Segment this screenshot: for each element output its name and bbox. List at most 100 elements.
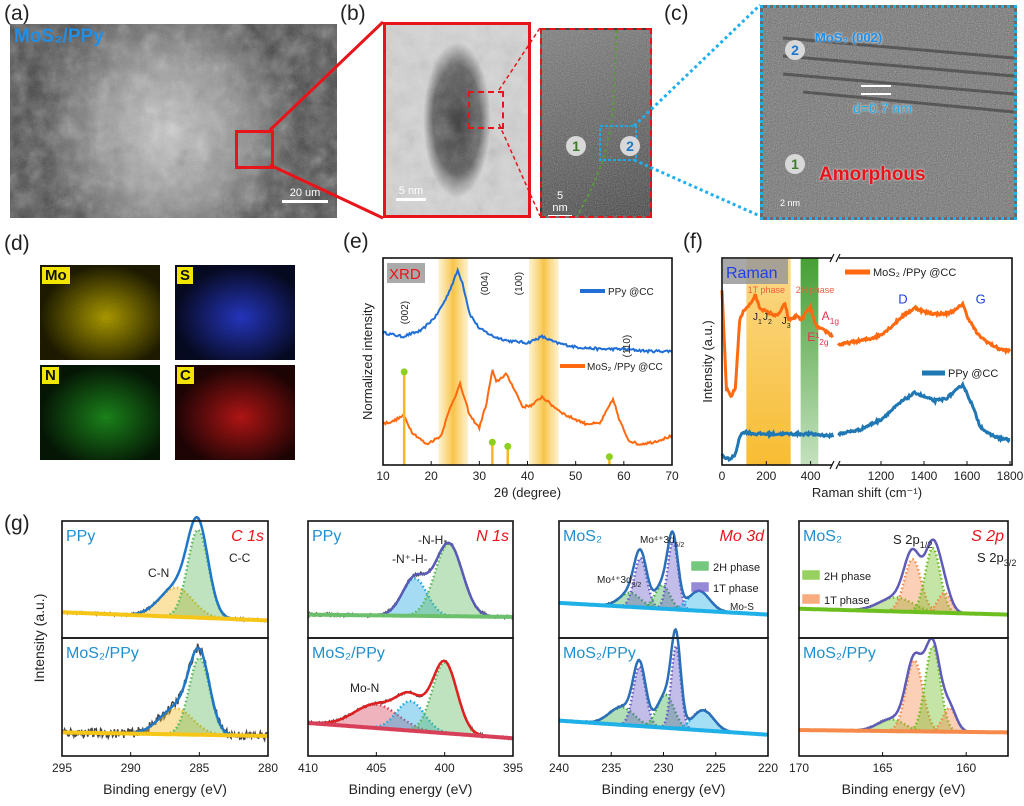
x-tick-label: 1800 bbox=[997, 469, 1024, 483]
x-tick-label: 10 bbox=[376, 469, 390, 483]
xrd-series-1 bbox=[382, 369, 673, 447]
sample-label-text: PPy bbox=[312, 528, 341, 545]
peak-label: Mo⁴⁺3d3/2 bbox=[597, 575, 641, 589]
fit-component-curve bbox=[799, 659, 1008, 734]
peak-label-text: Mo⁴⁺3d bbox=[597, 575, 632, 586]
fit-baseline bbox=[558, 718, 769, 737]
peak-label-text: -N-H- bbox=[418, 533, 447, 547]
x-tick-label-text: 225 bbox=[706, 761, 726, 775]
x-tick-label: 0 bbox=[719, 469, 726, 483]
peak-label-text: E¹ bbox=[807, 330, 819, 344]
peak-label: C-C bbox=[229, 551, 251, 565]
sample-label: MoS₂ bbox=[803, 528, 842, 545]
peak-label-text: S 2p bbox=[893, 532, 920, 547]
x-tick-label-text: 20 bbox=[424, 469, 438, 483]
peak-label-subscript: 1g bbox=[830, 316, 840, 326]
legend-label-text: PPy @CC bbox=[608, 287, 654, 298]
fit-component-fill bbox=[799, 660, 1008, 733]
fit-component-fill bbox=[62, 587, 268, 621]
x-tick-label: 200 bbox=[756, 469, 776, 483]
peak-label-subscript: 2g bbox=[819, 337, 829, 347]
eds-map-s: S bbox=[175, 265, 295, 360]
hkl-label: (002) bbox=[400, 301, 411, 324]
legend-label-text: 2H phase bbox=[824, 571, 871, 583]
x-tick-label-text: 30 bbox=[473, 469, 487, 483]
peak-label-text: J bbox=[753, 312, 758, 323]
x-tick-label-text: 285 bbox=[189, 761, 209, 775]
x-tick-label-text: 1800 bbox=[997, 469, 1024, 483]
fit-baseline bbox=[62, 730, 268, 738]
x-tick-label-text: 405 bbox=[366, 761, 386, 775]
x-tick-label-text: 0 bbox=[719, 469, 726, 483]
raman-plot-frame bbox=[721, 257, 1013, 466]
x-axis-label-text: 2θ (degree) bbox=[494, 485, 561, 500]
raman-series-1 bbox=[837, 380, 1011, 444]
panel-label-g: (g) bbox=[4, 512, 30, 535]
legend-label-text: 1T phase bbox=[824, 595, 870, 607]
hkl-label: (100) bbox=[514, 272, 525, 295]
legend-label-text: MoS₂ /PPy @CC bbox=[587, 362, 663, 373]
x-tick-label-text: 235 bbox=[601, 761, 621, 775]
x-tick-label: 290 bbox=[121, 761, 141, 775]
x-tick-label-text: 40 bbox=[521, 469, 535, 483]
legend-label-text: PPy @CC bbox=[948, 368, 998, 380]
legend-swatch bbox=[691, 561, 709, 571]
x-tick-label-text: 1400 bbox=[911, 469, 938, 483]
peak-label-text: Mo-N bbox=[350, 681, 379, 695]
x-tick-label: 395 bbox=[503, 761, 523, 775]
axis-break bbox=[832, 461, 839, 469]
x-tick-label-text: 70 bbox=[665, 469, 679, 483]
fit-component-fill bbox=[559, 694, 768, 735]
fit-baseline bbox=[308, 612, 513, 619]
eds-map-mo: Mo bbox=[40, 265, 160, 360]
x-tick-label-text: 410 bbox=[298, 761, 318, 775]
x-axis-label: Raman shift (cm⁻¹) bbox=[812, 485, 922, 500]
x-tick-label-text: 295 bbox=[52, 761, 72, 775]
element-tag: S bbox=[177, 267, 194, 284]
connector-line bbox=[633, 158, 761, 218]
lattice-plane-label: MoS₂ (002) bbox=[815, 30, 883, 45]
peak-label-subscript: 1 bbox=[758, 319, 762, 326]
xps-subplot-frame bbox=[307, 637, 514, 757]
hrtem-image: 1 2 5 nm bbox=[540, 28, 652, 218]
fit-component-curve bbox=[308, 699, 514, 740]
x-tick-label: 50 bbox=[569, 469, 583, 483]
x-tick-label: 170 bbox=[789, 761, 809, 775]
sample-label-text: MoS₂/PPy bbox=[563, 645, 636, 662]
x-tick-label-text: 10 bbox=[376, 469, 390, 483]
panel-label-e-text: (e) bbox=[343, 230, 369, 253]
x-tick-label-text: 160 bbox=[956, 761, 976, 775]
peak-label: D bbox=[898, 292, 907, 307]
peak-label: J3 bbox=[782, 316, 791, 330]
x-tick-label-text: 165 bbox=[873, 761, 893, 775]
scale-bar-hrtem: 5 nm bbox=[548, 190, 572, 216]
peak-label: S 2p1/2 bbox=[893, 532, 932, 550]
x-tick-label-text: 220 bbox=[758, 761, 778, 775]
legend-label: 1T phase bbox=[713, 583, 759, 595]
highlight-band bbox=[800, 258, 819, 465]
x-axis-label-text: Binding energy (eV) bbox=[842, 781, 966, 797]
band-label: 2H phase bbox=[796, 285, 835, 295]
xrd-badge-text: XRD bbox=[389, 266, 421, 283]
legend-label: PPy @CC bbox=[608, 287, 654, 298]
element-label-text: S 2p bbox=[971, 528, 1004, 545]
x-tick-label: 280 bbox=[258, 761, 278, 775]
element-label-text: Mo 3d bbox=[720, 528, 766, 545]
legend-label-text: MoS₂ /PPy @CC bbox=[873, 267, 956, 279]
peak-label: -N-H- bbox=[418, 533, 447, 547]
sample-label-text: PPy bbox=[66, 528, 95, 545]
element-label-text: N 1s bbox=[476, 528, 509, 545]
raman-series-1 bbox=[720, 428, 835, 463]
fit-component-fill bbox=[559, 710, 768, 735]
peak-label: J2 bbox=[763, 312, 772, 326]
x-axis-label: Binding energy (eV) bbox=[602, 781, 726, 797]
panel-label-g-text: (g) bbox=[4, 512, 30, 535]
fit-component-fill bbox=[308, 662, 513, 739]
connector-line bbox=[632, 3, 762, 128]
x-tick-label-text: 170 bbox=[789, 761, 809, 775]
peak-label-text: J bbox=[782, 316, 787, 327]
badge-bg bbox=[387, 263, 425, 283]
element-label-text: C 1s bbox=[231, 528, 264, 545]
peak-label-text: G bbox=[976, 292, 986, 307]
x-tick-label: 410 bbox=[298, 761, 318, 775]
